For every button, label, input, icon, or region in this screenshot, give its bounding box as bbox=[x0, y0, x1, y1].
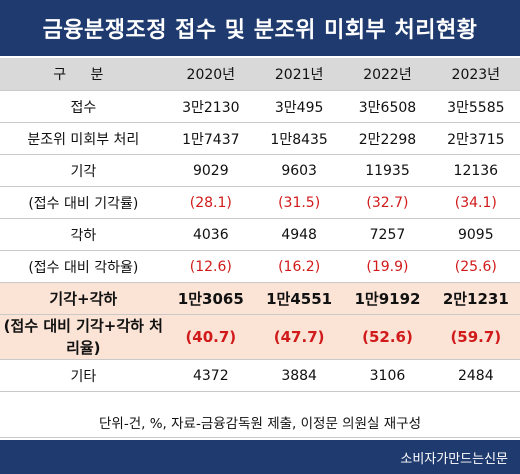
cell-value: 1만7437 bbox=[166, 122, 255, 155]
cell-value: (16.2) bbox=[254, 250, 344, 283]
cell-value: 7257 bbox=[343, 218, 432, 251]
row-label: 기타 bbox=[0, 359, 167, 392]
table-row-combined-rate: (접수 대비 기각+각하 처리율) (40.7) (47.7) (52.6) (… bbox=[0, 314, 520, 360]
table-header-row: 구 분 2020년 2021년 2022년 2023년 bbox=[0, 58, 520, 91]
column-header-2020: 2020년 bbox=[166, 58, 255, 91]
table-row-dismissal-rate: (접수 대비 기각률) (28.1) (31.5) (32.7) (34.1) bbox=[0, 186, 520, 219]
cell-value: (59.7) bbox=[431, 314, 520, 360]
cell-value: 9029 bbox=[166, 154, 255, 187]
column-header-2021: 2021년 bbox=[254, 58, 344, 91]
cell-value: 1만4551 bbox=[254, 282, 344, 315]
cell-value: (47.7) bbox=[254, 314, 344, 360]
table-row-dismissed-plus-rejected: 기각+각하 1만3065 1만4551 1만9192 2만1231 bbox=[0, 282, 520, 315]
cell-value: 3884 bbox=[254, 359, 344, 392]
cell-value: (28.1) bbox=[166, 186, 255, 219]
row-label: 각하 bbox=[0, 218, 167, 251]
cell-value: 1만9192 bbox=[343, 282, 432, 315]
cell-value: 3106 bbox=[343, 359, 432, 392]
cell-value: (52.6) bbox=[343, 314, 432, 360]
cell-value: 2만1231 bbox=[431, 282, 520, 315]
row-label: 분조위 미회부 처리 bbox=[0, 122, 167, 155]
cell-value: 4372 bbox=[166, 359, 255, 392]
footer-bar: 소비자가만드는신문 bbox=[0, 440, 520, 474]
cell-value: 2484 bbox=[431, 359, 520, 392]
row-label: 기각+각하 bbox=[0, 282, 167, 315]
cell-value: (25.6) bbox=[431, 250, 520, 283]
chart-title: 금융분쟁조정 접수 및 분조위 미회부 처리현황 bbox=[0, 0, 520, 56]
cell-value: 3만2130 bbox=[166, 90, 255, 123]
cell-value: 2만2298 bbox=[343, 122, 432, 155]
row-label: (접수 대비 기각률) bbox=[0, 186, 167, 219]
row-label: (접수 대비 기각+각하 처리율) bbox=[0, 314, 167, 360]
cell-value: 11935 bbox=[343, 154, 432, 187]
cell-value: 3만495 bbox=[254, 90, 344, 123]
column-header-2023: 2023년 bbox=[431, 58, 520, 91]
cell-value: 4036 bbox=[166, 218, 255, 251]
table-row-rejection-rate: (접수 대비 각하율) (12.6) (16.2) (19.9) (25.6) bbox=[0, 250, 520, 283]
row-label: (접수 대비 각하율) bbox=[0, 250, 167, 283]
table-row-received: 접수 3만2130 3만495 3만6508 3만5585 bbox=[0, 90, 520, 123]
cell-value: (34.1) bbox=[431, 186, 520, 219]
row-label: 접수 bbox=[0, 90, 167, 123]
cell-value: 12136 bbox=[431, 154, 520, 187]
cell-value: (19.9) bbox=[343, 250, 432, 283]
cell-value: 1만3065 bbox=[166, 282, 255, 315]
cell-value: 3만6508 bbox=[343, 90, 432, 123]
cell-value: 2만3715 bbox=[431, 122, 520, 155]
row-label: 기각 bbox=[0, 154, 167, 187]
cell-value: 4948 bbox=[254, 218, 344, 251]
cell-value: (31.5) bbox=[254, 186, 344, 219]
cell-value: 9603 bbox=[254, 154, 344, 187]
source-note: 단위-건, %, 자료-금융감독원 제출, 이정문 의원실 재구성 bbox=[0, 407, 520, 438]
table-row-not-referred: 분조위 미회부 처리 1만7437 1만8435 2만2298 2만3715 bbox=[0, 122, 520, 155]
cell-value: 9095 bbox=[431, 218, 520, 251]
cell-value: (32.7) bbox=[343, 186, 432, 219]
table-row-rejected: 각하 4036 4948 7257 9095 bbox=[0, 218, 520, 251]
table-row-other: 기타 4372 3884 3106 2484 bbox=[0, 359, 520, 392]
column-header-category: 구 분 bbox=[0, 58, 167, 91]
publisher-name: 소비자가만드는신문 bbox=[400, 451, 508, 467]
data-table: 구 분 2020년 2021년 2022년 2023년 접수 3만2130 3만… bbox=[0, 58, 520, 392]
cell-value: (40.7) bbox=[166, 314, 255, 360]
column-header-2022: 2022년 bbox=[343, 58, 432, 91]
cell-value: 1만8435 bbox=[254, 122, 344, 155]
cell-value: (12.6) bbox=[166, 250, 255, 283]
cell-value: 3만5585 bbox=[431, 90, 520, 123]
table-row-dismissed: 기각 9029 9603 11935 12136 bbox=[0, 154, 520, 187]
